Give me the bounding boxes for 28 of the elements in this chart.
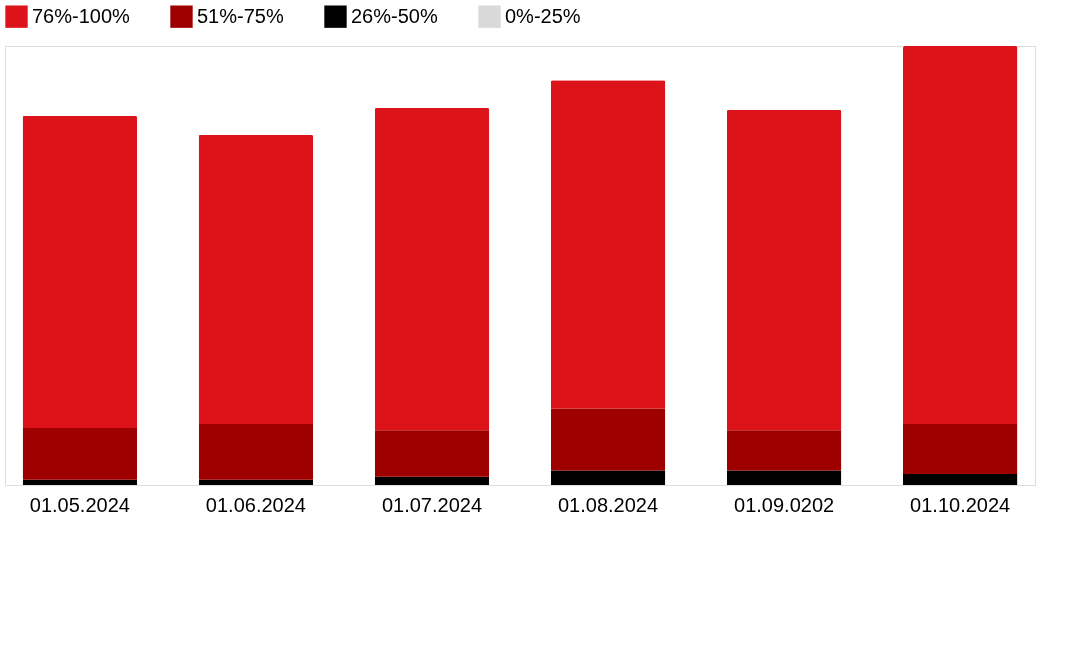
bar [198, 423, 314, 480]
bar [198, 134, 314, 424]
bar [374, 107, 490, 431]
bar [902, 474, 1018, 485]
bar [374, 476, 490, 485]
x-tick-label: 01.07.2024 [381, 493, 483, 516]
x-tick-label: 01.10.2024 [910, 493, 1011, 516]
legend-label: 0%-25% [505, 4, 581, 27]
bar [198, 479, 314, 485]
bar [22, 427, 138, 480]
bar [726, 430, 842, 471]
bar [22, 479, 138, 485]
x-tick-label: 01.06.2024 [205, 493, 306, 516]
x-tick-label: 01.08.2024 [557, 493, 659, 516]
bar [374, 430, 490, 477]
bar [726, 470, 842, 485]
x-tick-label: 01.05.2024 [29, 493, 130, 516]
legend-label: 51%-75% [197, 4, 284, 27]
bar [550, 408, 666, 471]
legend-label: 26%-50% [351, 4, 438, 27]
bar [902, 423, 1018, 475]
legend-label: 76%-100% [32, 4, 131, 27]
x-tick-label: 01.09.0202 [734, 493, 835, 516]
bar [550, 470, 666, 485]
bar [726, 109, 842, 431]
bar [902, 46, 1018, 424]
bar [22, 115, 138, 428]
bar [550, 80, 666, 409]
